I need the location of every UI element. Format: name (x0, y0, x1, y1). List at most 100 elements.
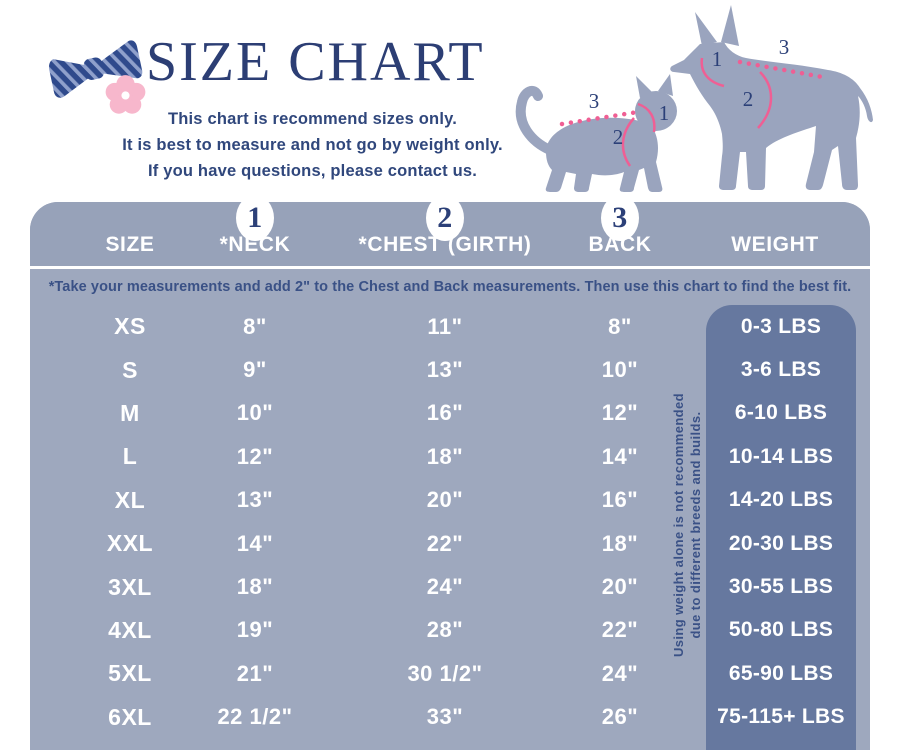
cell-size: XS (114, 313, 146, 340)
page-subtitle: This chart is recommend sizes only. It i… (60, 106, 565, 184)
cat-neck-arc (637, 102, 656, 133)
column-header-back: 3 BACK (560, 195, 680, 266)
table-row: XL 13" 20" 16" (30, 479, 870, 522)
cell-size: S (122, 356, 138, 383)
column-header-neck: 1 *NECK (180, 195, 330, 266)
page-title: SIZE CHART (146, 31, 485, 93)
cell-neck: 19" (236, 617, 274, 643)
cell-weight: 10-14 LBS (728, 444, 834, 468)
cell-back: 8" (608, 313, 632, 339)
cell-neck: 14" (236, 530, 274, 556)
cell-size: 6XL (108, 703, 152, 730)
measure-number-badge: 2 (426, 195, 464, 241)
cell-neck: 18" (236, 574, 274, 600)
cell-size: XXL (106, 530, 154, 557)
cell-back: 18" (601, 530, 639, 556)
dog-silhouette (670, 5, 873, 190)
cell-neck: 12" (236, 443, 274, 469)
table-row: 4XL 19" 28" 22" (30, 609, 870, 652)
size-table: SIZE 1 *NECK 2 *CHEST (GIRTH) 3 BACK WEI… (30, 195, 870, 750)
column-label: *NECK (219, 233, 291, 256)
weight-disclaimer-line: Using weight alone is not recommended (671, 393, 686, 658)
table-header: SIZE 1 *NECK 2 *CHEST (GIRTH) 3 BACK WEI… (30, 195, 870, 269)
table-row: 5XL 21" 30 1/2" 24" (30, 652, 870, 695)
subtitle-line: It is best to measure and not go by weig… (122, 136, 503, 154)
table-body: XS 8" 11" 8" S 9" 13" 10" M 10" 16" 12" L 12" 18" 14" XL… (30, 305, 870, 739)
cell-neck: 21" (236, 660, 274, 686)
cell-back: 24" (601, 660, 639, 686)
cell-chest: 13" (426, 357, 464, 383)
measurement-note: *Take your measurements and add 2" to th… (48, 279, 852, 295)
weight-panel: 0-3 LBS 3-6 LBS 6-10 LBS 10-14 LBS 14-20 LBS… (706, 305, 856, 750)
dog-neck-arc (700, 57, 725, 88)
cell-size: XL (114, 486, 146, 513)
cat-silhouette (515, 74, 677, 192)
column-header-weight: WEIGHT (680, 202, 870, 266)
dog-back-dotted-line (737, 59, 831, 81)
weight-disclaimer: Using weight alone is not recommended du… (670, 355, 706, 695)
cell-chest: 33" (426, 704, 464, 730)
cell-back: 26" (601, 704, 639, 730)
cell-size: L (122, 443, 138, 470)
cell-weight: 3-6 LBS (740, 358, 822, 382)
table-row: M 10" 16" 12" (30, 392, 870, 435)
cell-neck: 8" (243, 313, 267, 339)
cat-measure-numbers: 1 2 3 (589, 89, 670, 149)
cell-size: 4XL (108, 616, 152, 643)
cat-chest-number: 2 (613, 125, 624, 149)
flower-icon (105, 75, 146, 114)
cat-back-dotted-line (559, 109, 641, 127)
cell-back: 14" (601, 443, 639, 469)
bow-tie-icon (48, 40, 143, 98)
cell-size: 5XL (108, 660, 152, 687)
subtitle-line: If you have questions, please contact us… (147, 162, 478, 180)
subtitle-line: This chart is recommend sizes only. (167, 110, 458, 128)
table-row: 3XL 18" 24" 20" (30, 565, 870, 608)
cell-weight: 20-30 LBS (728, 531, 834, 555)
table-row: XS 8" 11" 8" (30, 305, 870, 348)
cat-measure-marks (559, 102, 656, 167)
weight-disclaimer-line: due to different breeds and builds. (688, 411, 703, 639)
cell-chest: 20" (426, 487, 464, 513)
cell-back: 22" (601, 617, 639, 643)
cell-neck: 13" (236, 487, 274, 513)
table-row: 6XL 22 1/2" 33" 26" (30, 696, 870, 739)
cell-weight: 65-90 LBS (728, 661, 834, 685)
measure-number-badge: 3 (601, 195, 639, 241)
column-header-size: SIZE (30, 202, 180, 266)
cell-weight: 75-115+ LBS (717, 705, 845, 729)
cell-chest: 18" (426, 443, 464, 469)
cat-back-number: 3 (589, 89, 600, 113)
cell-neck: 9" (243, 357, 267, 383)
table-row: S 9" 13" 10" (30, 348, 870, 391)
dog-chest-arc (757, 71, 773, 129)
cell-neck: 22 1/2" (217, 704, 293, 730)
cat-chest-arc (621, 117, 635, 167)
cell-chest: 22" (426, 530, 464, 556)
dog-measure-marks (700, 57, 831, 129)
cell-chest: 24" (426, 574, 464, 600)
cell-back: 10" (601, 357, 639, 383)
cell-size: 3XL (108, 573, 152, 600)
table-row: XXL 14" 22" 18" (30, 522, 870, 565)
pet-measurement-diagram: 1 2 3 1 2 3 (515, 5, 873, 192)
table-row: L 12" 18" 14" (30, 435, 870, 478)
cell-back: 12" (601, 400, 639, 426)
cell-weight: 14-20 LBS (728, 488, 834, 512)
dog-back-number: 3 (779, 35, 790, 59)
cell-chest: 28" (426, 617, 464, 643)
cell-neck: 10" (236, 400, 274, 426)
cell-size: M (120, 399, 140, 426)
column-label: WEIGHT (731, 233, 819, 256)
measure-number-badge: 1 (236, 195, 274, 241)
cell-chest: 30 1/2" (407, 660, 483, 686)
dog-chest-number: 2 (743, 87, 754, 111)
cell-chest: 11" (427, 313, 463, 339)
bow-tie-flower-icon (48, 40, 146, 114)
column-label: BACK (588, 233, 652, 256)
dog-measure-numbers: 1 2 3 (712, 35, 790, 111)
cell-weight: 6-10 LBS (734, 401, 828, 425)
column-label: SIZE (105, 233, 155, 256)
cell-back: 20" (601, 574, 639, 600)
